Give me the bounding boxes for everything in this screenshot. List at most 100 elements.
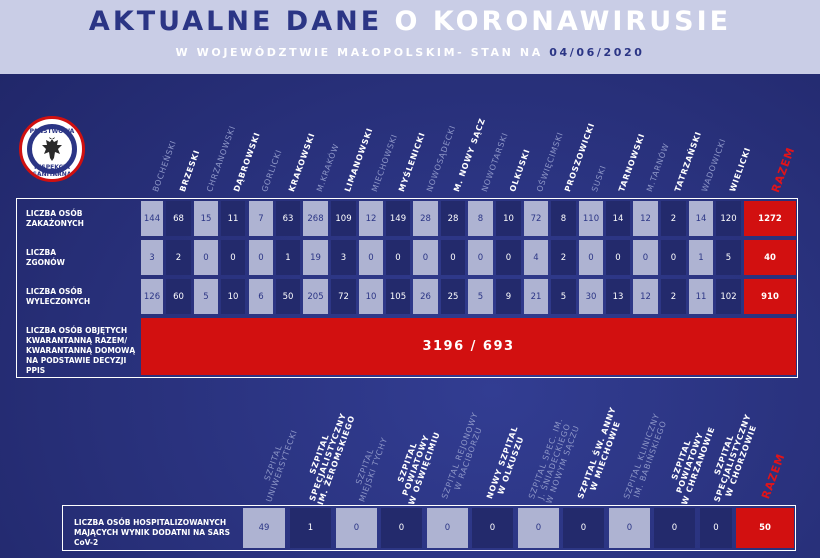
logo-bottom-text: INSPEKCJA SANITARNA — [32, 164, 72, 178]
table-cell: 60 — [166, 279, 191, 314]
table-cell: 0 — [633, 240, 658, 275]
table-cell: 1272 — [744, 201, 796, 236]
table-cell: 5 — [551, 279, 576, 314]
hospital-cell: 0 — [563, 508, 604, 548]
logo-ring — [27, 124, 77, 174]
table-cell: 910 — [744, 279, 796, 314]
table-cell: 8 — [468, 201, 493, 236]
table-cell: 63 — [276, 201, 300, 236]
table-cell: 9 — [496, 279, 521, 314]
row-label: LICZBA OSÓB WYLECZONYCH — [26, 287, 91, 306]
subtitle-prefix: W WOJEWÓDZTWIE MAŁOPOLSKIM- STAN NA — [175, 46, 550, 59]
table-cell: 14 — [606, 201, 630, 236]
table-cell: 28 — [413, 201, 438, 236]
table-cell: 2 — [551, 240, 576, 275]
page-title: AKTUALNE DANE O KORONAWIRUSIE — [0, 6, 820, 37]
title-part1: AKTUALNE DANE — [88, 6, 395, 37]
table-cell: 126 — [141, 279, 163, 314]
table-cell: 10 — [496, 201, 521, 236]
table-cell: 144 — [141, 201, 163, 236]
table-cell: 26 — [413, 279, 438, 314]
table-cell: 0 — [386, 240, 410, 275]
row-label: LICZBA OSÓB ZAKAŻONYCH — [26, 209, 84, 228]
table-cell: 72 — [524, 201, 548, 236]
table-cell: 0 — [359, 240, 383, 275]
hospital-cell: 0 — [427, 508, 468, 548]
table-cell: 3 — [141, 240, 163, 275]
table-cell: 21 — [524, 279, 548, 314]
table-cell: 149 — [386, 201, 410, 236]
header-banner: AKTUALNE DANE O KORONAWIRUSIE W WOJEWÓDZ… — [0, 0, 820, 74]
table-cell: 0 — [579, 240, 603, 275]
table-cell: 12 — [359, 201, 383, 236]
table-cell: 68 — [166, 201, 191, 236]
table-cell: 7 — [249, 201, 273, 236]
hospital-cell: 1 — [290, 508, 331, 548]
quarantine-value: 3196 / 693 — [141, 318, 796, 375]
quarantine-label: LICZBA OSÓB OBJĘTYCH KWARANTANNĄ RAZEM/ … — [26, 326, 136, 375]
row-label: LICZBA ZGONÓW — [26, 248, 65, 267]
table-cell: 11 — [221, 201, 245, 236]
eagle-icon — [42, 137, 62, 161]
hospital-cell: 0 — [472, 508, 513, 548]
logo-top-text: PAŃSTWOWA — [29, 128, 75, 135]
inspekcja-sanitarna-logo: PAŃSTWOWA INSPEKCJA SANITARNA — [19, 116, 85, 182]
table-cell: 19 — [303, 240, 328, 275]
table-cell: 0 — [606, 240, 630, 275]
table-cell: 0 — [661, 240, 686, 275]
table-cell: 109 — [331, 201, 356, 236]
hospital-cell: 50 — [736, 508, 794, 548]
hospital-cell: 0 — [381, 508, 422, 548]
hospital-cell: 0 — [609, 508, 650, 548]
table-cell: 8 — [551, 201, 576, 236]
hospital-cell: 0 — [654, 508, 695, 548]
hospital-row-label: LICZBA OSÓB HOSPITALIZOWANYCH MAJĄCYCH W… — [74, 518, 231, 547]
table-cell: 10 — [359, 279, 383, 314]
table-cell: 12 — [633, 201, 658, 236]
table-cell: 25 — [441, 279, 465, 314]
table-cell: 50 — [276, 279, 300, 314]
table-cell: 2 — [661, 201, 686, 236]
table-cell: 0 — [221, 240, 245, 275]
table-cell: 0 — [496, 240, 521, 275]
table-cell: 40 — [744, 240, 796, 275]
table-cell: 5 — [194, 279, 218, 314]
hospital-cell: 0 — [518, 508, 559, 548]
table-cell: 11 — [689, 279, 713, 314]
table-cell: 6 — [249, 279, 273, 314]
table-cell: 14 — [689, 201, 713, 236]
table-cell: 268 — [303, 201, 328, 236]
hospital-cell: 49 — [243, 508, 285, 548]
hospital-cell: 0 — [700, 508, 732, 548]
table-cell: 12 — [633, 279, 658, 314]
table-cell: 5 — [716, 240, 741, 275]
table-cell: 0 — [441, 240, 465, 275]
page-subtitle: W WOJEWÓDZTWIE MAŁOPOLSKIM- STAN NA 04/0… — [0, 46, 820, 59]
table-cell: 0 — [468, 240, 493, 275]
table-cell: 72 — [331, 279, 356, 314]
table-cell: 28 — [441, 201, 465, 236]
table-cell: 1 — [276, 240, 300, 275]
table-cell: 10 — [221, 279, 245, 314]
table-cell: 205 — [303, 279, 328, 314]
table-cell: 15 — [194, 201, 218, 236]
table-cell: 110 — [579, 201, 603, 236]
table-cell: 4 — [524, 240, 548, 275]
table-cell: 102 — [716, 279, 741, 314]
table-cell: 105 — [386, 279, 410, 314]
table-cell: 30 — [579, 279, 603, 314]
subtitle-date: 04/06/2020 — [549, 46, 645, 59]
table-cell: 1 — [689, 240, 713, 275]
table-cell: 0 — [194, 240, 218, 275]
title-part2: O KORONAWIRUSIE — [394, 6, 732, 37]
table-cell: 2 — [661, 279, 686, 314]
table-cell: 13 — [606, 279, 630, 314]
table-cell: 3 — [331, 240, 356, 275]
table-cell: 5 — [468, 279, 493, 314]
table1-frame — [16, 198, 798, 378]
table-cell: 0 — [249, 240, 273, 275]
table-cell: 120 — [716, 201, 741, 236]
table2-frame — [62, 505, 796, 551]
hospital-cell: 0 — [336, 508, 377, 548]
table-cell: 0 — [413, 240, 438, 275]
